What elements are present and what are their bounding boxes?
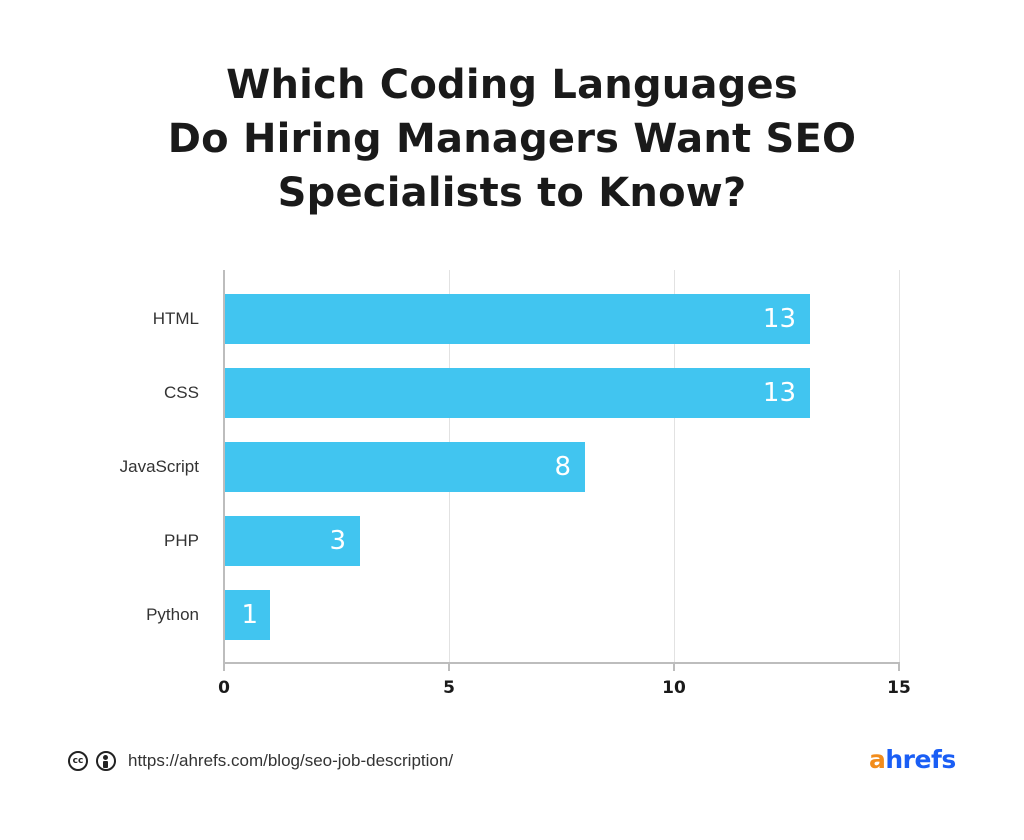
x-tick-10 (673, 662, 675, 671)
x-tick-label: 15 (887, 678, 911, 698)
ahrefs-logo: ahrefs (869, 745, 956, 774)
title-line-1: Which Coding Languages (226, 62, 798, 108)
bar-value-label: 1 (241, 600, 258, 630)
bar-css: 13 (225, 368, 810, 418)
x-axis (223, 662, 900, 664)
gridline-15 (899, 270, 900, 663)
bar-javascript: 8 (225, 442, 585, 492)
bar-value-label: 13 (762, 304, 796, 334)
x-tick-5 (448, 662, 450, 671)
gridline-10 (674, 270, 675, 663)
category-label: Python (146, 605, 199, 624)
bar-html: 13 (225, 294, 810, 344)
x-tick-label: 5 (443, 678, 455, 698)
x-tick-label: 10 (662, 678, 686, 698)
y-axis (223, 270, 225, 664)
category-label: CSS (164, 383, 199, 402)
category-label: PHP (164, 531, 199, 550)
category-label: HTML (152, 309, 199, 328)
category-label: JavaScript (119, 457, 199, 476)
x-tick-15 (898, 662, 900, 671)
title-line-3: Specialists to Know? (277, 170, 747, 216)
bar-value-label: 13 (762, 378, 796, 408)
by-attribution-icon (96, 751, 116, 771)
chart-title: Which Coding Languages Do Hiring Manager… (0, 58, 1024, 220)
footer: cc https://ahrefs.com/blog/seo-job-descr… (68, 748, 453, 774)
bar-php: 3 (225, 516, 360, 566)
title-line-2: Do Hiring Managers Want SEO (167, 116, 857, 162)
x-tick-0 (223, 662, 225, 671)
bar-python: 1 (225, 590, 270, 640)
cc-icon: cc (68, 751, 88, 771)
bar-value-label: 8 (554, 452, 571, 482)
bar-value-label: 3 (329, 526, 346, 556)
x-tick-label: 0 (218, 678, 230, 698)
source-url[interactable]: https://ahrefs.com/blog/seo-job-descript… (128, 751, 454, 770)
